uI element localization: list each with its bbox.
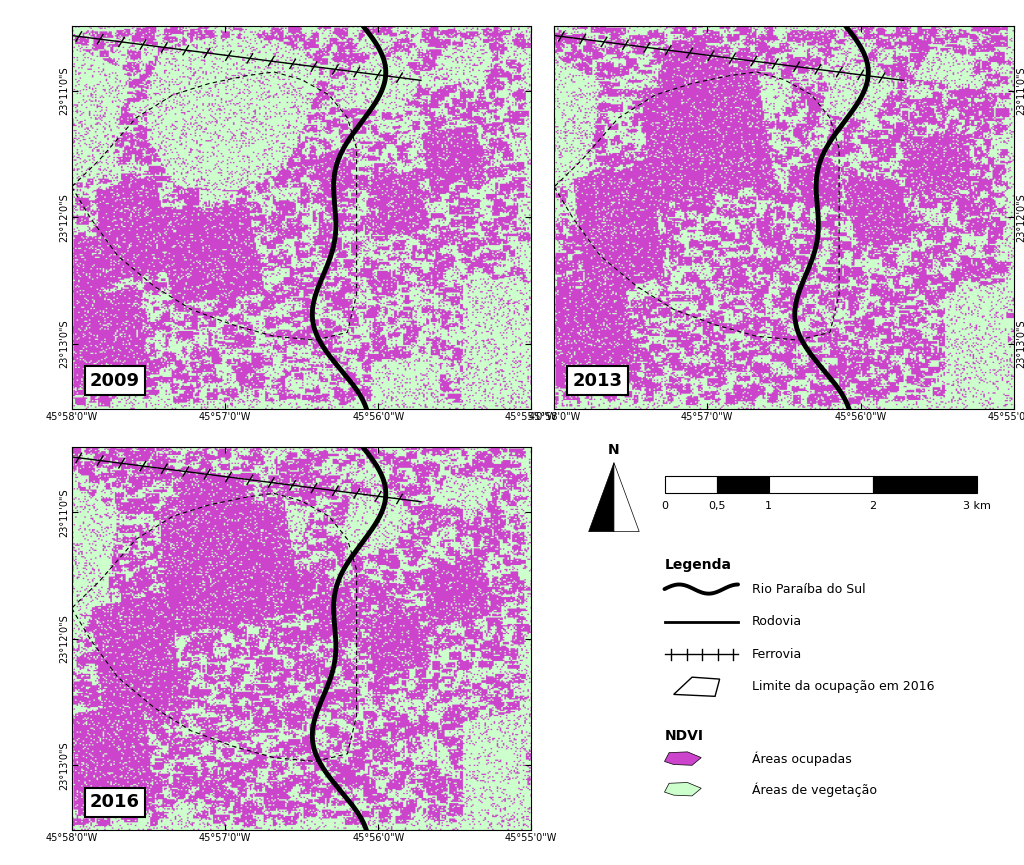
Bar <box>665 476 717 493</box>
Text: Ferrovia: Ferrovia <box>752 648 802 661</box>
Text: Áreas ocupadas: Áreas ocupadas <box>752 752 852 766</box>
Text: Rodovia: Rodovia <box>752 615 802 628</box>
Polygon shape <box>665 752 701 766</box>
Text: 0,5: 0,5 <box>708 501 725 511</box>
Text: Rio Paraíba do Sul: Rio Paraíba do Sul <box>752 582 865 596</box>
Text: Limite da ocupação em 2016: Limite da ocupação em 2016 <box>752 680 934 693</box>
Text: 2013: 2013 <box>572 372 623 390</box>
Polygon shape <box>589 463 614 532</box>
Bar <box>872 476 977 493</box>
Text: 0: 0 <box>662 501 668 511</box>
Polygon shape <box>665 783 701 796</box>
Polygon shape <box>674 677 720 696</box>
Polygon shape <box>614 463 639 532</box>
Text: 2009: 2009 <box>90 372 140 390</box>
Text: N: N <box>608 443 620 457</box>
Text: 2016: 2016 <box>90 793 140 811</box>
Text: 1: 1 <box>765 501 772 511</box>
Text: Áreas de vegetação: Áreas de vegetação <box>752 782 877 797</box>
Text: 3 km: 3 km <box>963 501 991 511</box>
Text: 2: 2 <box>869 501 877 511</box>
Bar <box>769 476 872 493</box>
Bar <box>717 476 769 493</box>
Text: NDVI: NDVI <box>665 729 703 743</box>
Text: Legenda: Legenda <box>665 559 731 573</box>
